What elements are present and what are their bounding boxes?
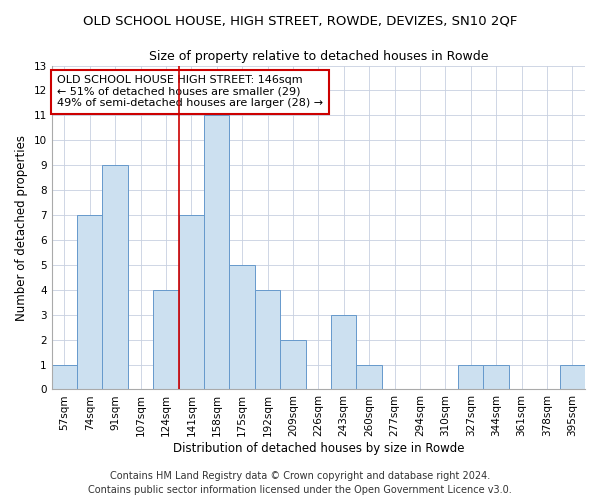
Title: Size of property relative to detached houses in Rowde: Size of property relative to detached ho…: [149, 50, 488, 63]
Bar: [77, 215, 103, 390]
Text: Contains HM Land Registry data © Crown copyright and database right 2024.
Contai: Contains HM Land Registry data © Crown c…: [88, 471, 512, 495]
Bar: [52, 364, 77, 390]
Bar: [255, 290, 280, 390]
Bar: [331, 314, 356, 390]
Bar: [153, 290, 179, 390]
X-axis label: Distribution of detached houses by size in Rowde: Distribution of detached houses by size …: [173, 442, 464, 455]
Bar: [229, 265, 255, 390]
Bar: [280, 340, 305, 390]
Text: OLD SCHOOL HOUSE HIGH STREET: 146sqm
← 51% of detached houses are smaller (29)
4: OLD SCHOOL HOUSE HIGH STREET: 146sqm ← 5…: [57, 76, 323, 108]
Bar: [103, 165, 128, 390]
Bar: [204, 116, 229, 390]
Y-axis label: Number of detached properties: Number of detached properties: [15, 134, 28, 320]
Bar: [560, 364, 585, 390]
Bar: [179, 215, 204, 390]
Bar: [484, 364, 509, 390]
Bar: [356, 364, 382, 390]
Text: OLD SCHOOL HOUSE, HIGH STREET, ROWDE, DEVIZES, SN10 2QF: OLD SCHOOL HOUSE, HIGH STREET, ROWDE, DE…: [83, 15, 517, 28]
Bar: [458, 364, 484, 390]
